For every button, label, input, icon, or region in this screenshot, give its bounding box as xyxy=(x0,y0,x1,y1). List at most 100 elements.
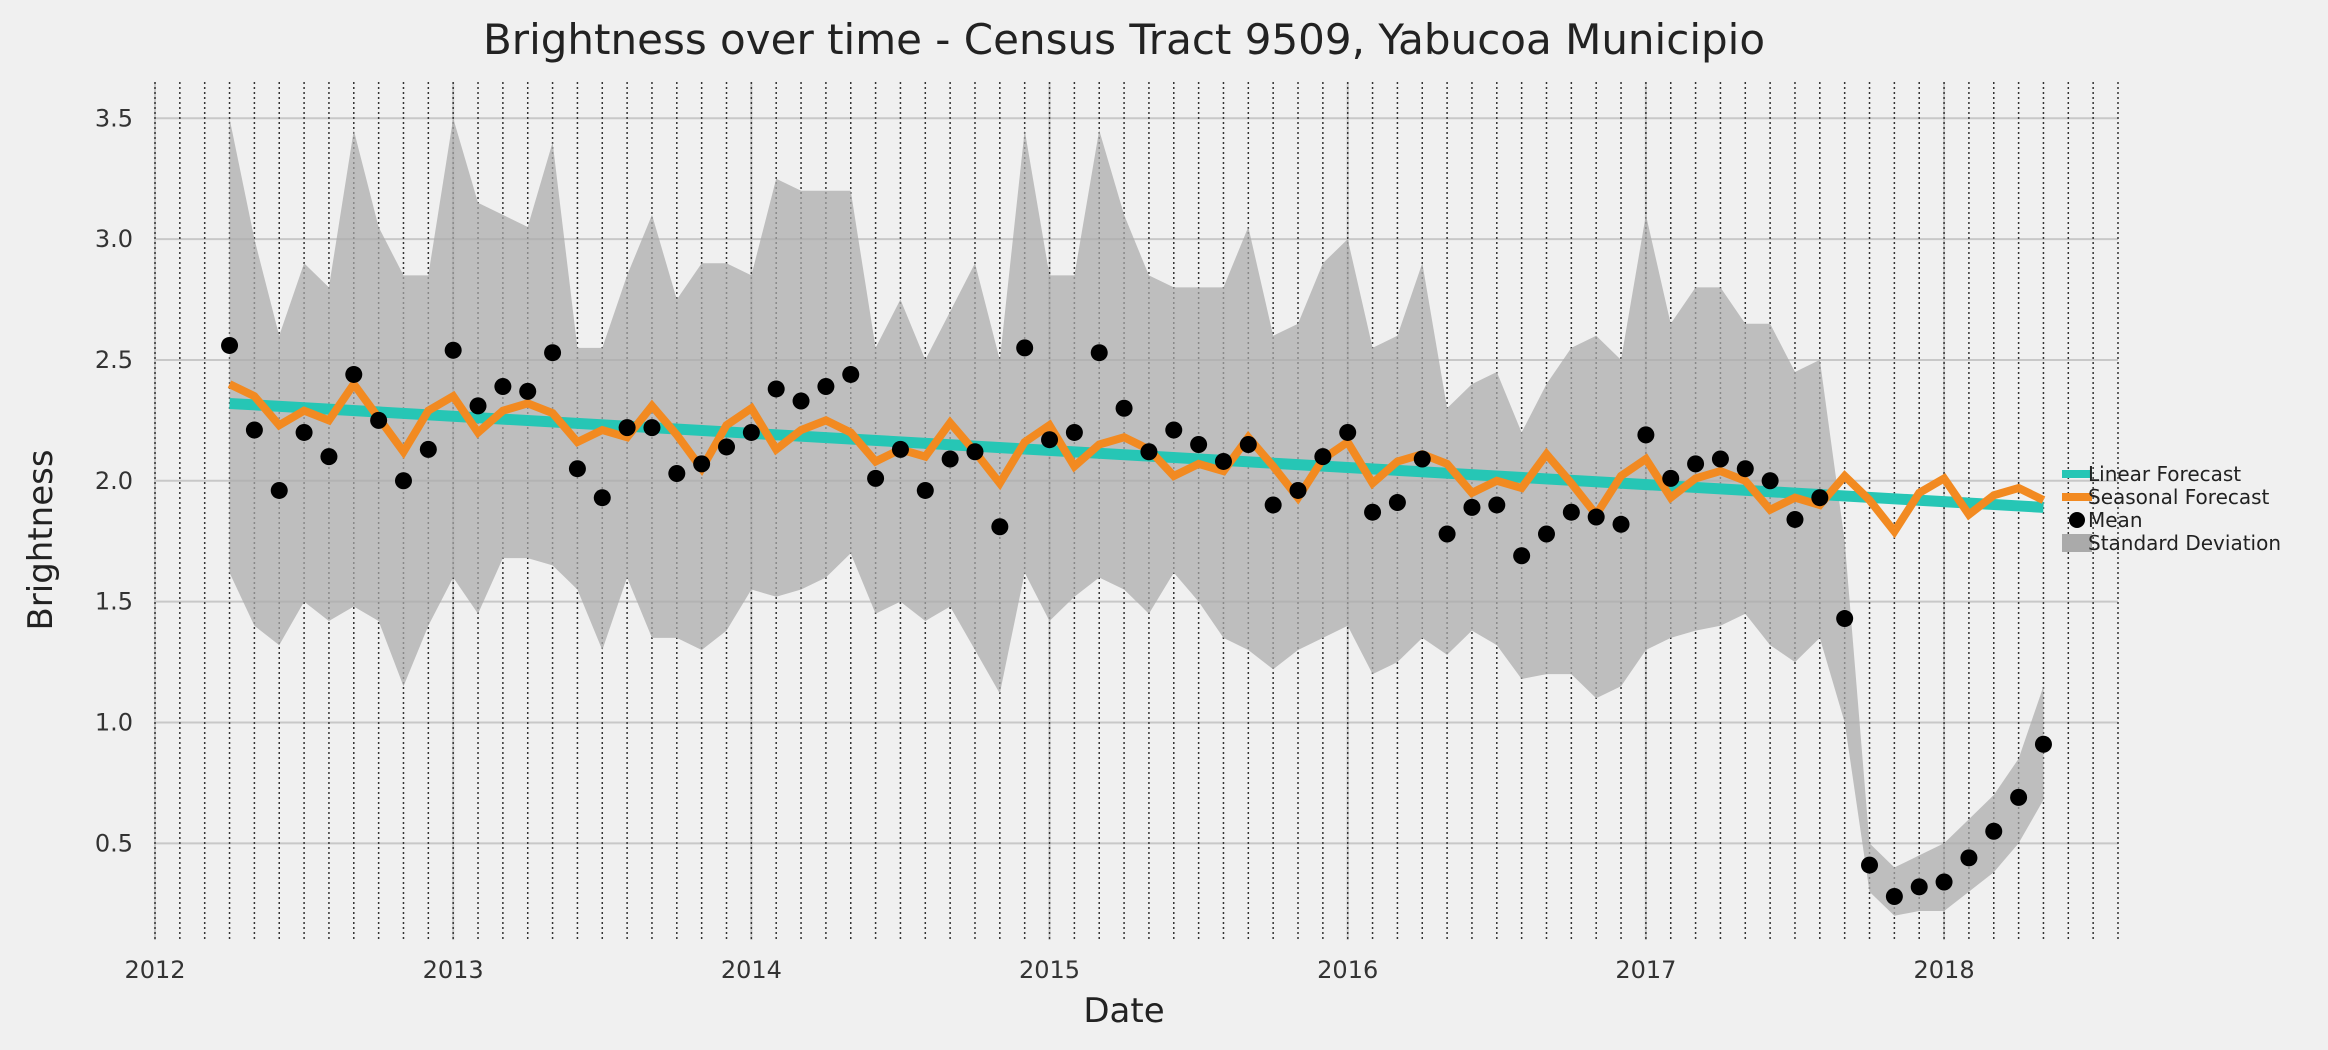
mean-point xyxy=(1314,448,1332,466)
mean-point xyxy=(1214,452,1232,470)
mean-point xyxy=(1687,455,1705,473)
mean-point xyxy=(345,365,363,383)
mean-point xyxy=(544,344,562,362)
mean-point xyxy=(1388,494,1406,512)
mean-point xyxy=(991,518,1009,536)
mean-point xyxy=(693,455,711,473)
mean-point xyxy=(718,438,736,456)
y-tick-label: 2.0 xyxy=(95,467,133,495)
legend-swatch xyxy=(2069,512,2085,528)
mean-point xyxy=(1836,610,1854,628)
mean-point xyxy=(1190,436,1208,454)
mean-point xyxy=(270,481,288,499)
mean-point xyxy=(295,423,313,441)
mean-point xyxy=(444,341,462,359)
mean-point xyxy=(1612,515,1630,533)
mean-point xyxy=(245,421,263,439)
x-tick-labels: 2012 2013 2014 2015 2016 2017 2018 xyxy=(124,956,1974,984)
mean-point xyxy=(2034,735,2052,753)
mean-point xyxy=(891,440,909,458)
mean-point xyxy=(1239,436,1257,454)
mean-point xyxy=(2010,788,2028,806)
mean-point xyxy=(568,460,586,478)
mean-point xyxy=(916,481,934,499)
mean-point xyxy=(1115,399,1133,417)
x-tick-label: 2015 xyxy=(1019,956,1080,984)
mean-point xyxy=(1041,431,1059,449)
mean-point xyxy=(1786,510,1804,528)
mean-point xyxy=(1910,878,1928,896)
y-tick-label: 0.5 xyxy=(95,829,133,857)
mean-point xyxy=(792,392,810,410)
mean-point xyxy=(1140,443,1158,461)
mean-point xyxy=(643,419,661,437)
mean-point xyxy=(1289,481,1307,499)
mean-point xyxy=(419,440,437,458)
mean-point xyxy=(1662,469,1680,487)
mean-point xyxy=(941,450,959,468)
std-dev-area xyxy=(229,118,2044,916)
legend-label: Standard Deviation xyxy=(2088,531,2281,555)
legend-label: Seasonal Forecast xyxy=(2088,485,2270,509)
x-tick-label: 2018 xyxy=(1914,956,1975,984)
x-tick-label: 2014 xyxy=(721,956,782,984)
mean-point xyxy=(320,448,338,466)
mean-point xyxy=(1736,460,1754,478)
linear-forecast-layer xyxy=(229,397,2044,513)
mean-point xyxy=(1885,887,1903,905)
mean-point xyxy=(1637,426,1655,444)
x-tick-label: 2012 xyxy=(124,956,185,984)
seasonal-forecast-line xyxy=(227,377,2046,539)
mean-point xyxy=(1438,525,1456,543)
x-tick-label: 2016 xyxy=(1317,956,1378,984)
y-tick-label: 3.0 xyxy=(95,225,133,253)
x-tick-label: 2017 xyxy=(1615,956,1676,984)
mean-point xyxy=(1090,344,1108,362)
x-tick-label: 2013 xyxy=(423,956,484,984)
mean-point xyxy=(519,382,537,400)
mean-point xyxy=(867,469,885,487)
mean-point xyxy=(842,365,860,383)
chart-title: Brightness over time - Census Tract 9509… xyxy=(483,15,1765,64)
linear-forecast-line xyxy=(229,397,2044,513)
mean-point xyxy=(1761,472,1779,490)
mean-points xyxy=(221,336,2052,905)
mean-point xyxy=(1463,498,1481,516)
mean-point xyxy=(1264,496,1282,514)
legend-swatch xyxy=(2062,534,2092,552)
mean-point xyxy=(221,336,239,354)
mean-point xyxy=(1364,503,1382,521)
mean-point xyxy=(370,411,388,429)
legend-label: Linear Forecast xyxy=(2088,462,2241,486)
y-tick-label: 3.5 xyxy=(95,104,133,132)
mean-point xyxy=(1065,423,1083,441)
mean-point xyxy=(1413,450,1431,468)
mean-point xyxy=(1488,496,1506,514)
y-tick-labels: 0.5 1.0 1.5 2.0 2.5 3.0 3.5 xyxy=(95,104,133,857)
mean-point xyxy=(1016,339,1034,357)
mean-point xyxy=(1811,489,1829,507)
mean-point xyxy=(1339,423,1357,441)
x-axis-title: Date xyxy=(1083,991,1164,1031)
mean-point xyxy=(1985,822,2003,840)
mean-point xyxy=(1935,873,1953,891)
mean-point xyxy=(593,489,611,507)
std-dev-band xyxy=(229,118,2044,916)
mean-point xyxy=(494,378,512,396)
mean-point xyxy=(966,443,984,461)
mean-point xyxy=(1562,503,1580,521)
mean-point xyxy=(668,465,686,483)
mean-point xyxy=(742,423,760,441)
mean-point xyxy=(1537,525,1555,543)
legend-label: Mean xyxy=(2088,508,2143,532)
y-tick-label: 2.5 xyxy=(95,346,133,374)
mean-point xyxy=(817,378,835,396)
mean-point xyxy=(1587,508,1605,526)
mean-point xyxy=(767,380,785,398)
monthly-vertical-lines xyxy=(154,82,2119,940)
mean-point xyxy=(1960,849,1978,867)
mean-point xyxy=(1711,450,1729,468)
mean-point xyxy=(469,397,487,415)
